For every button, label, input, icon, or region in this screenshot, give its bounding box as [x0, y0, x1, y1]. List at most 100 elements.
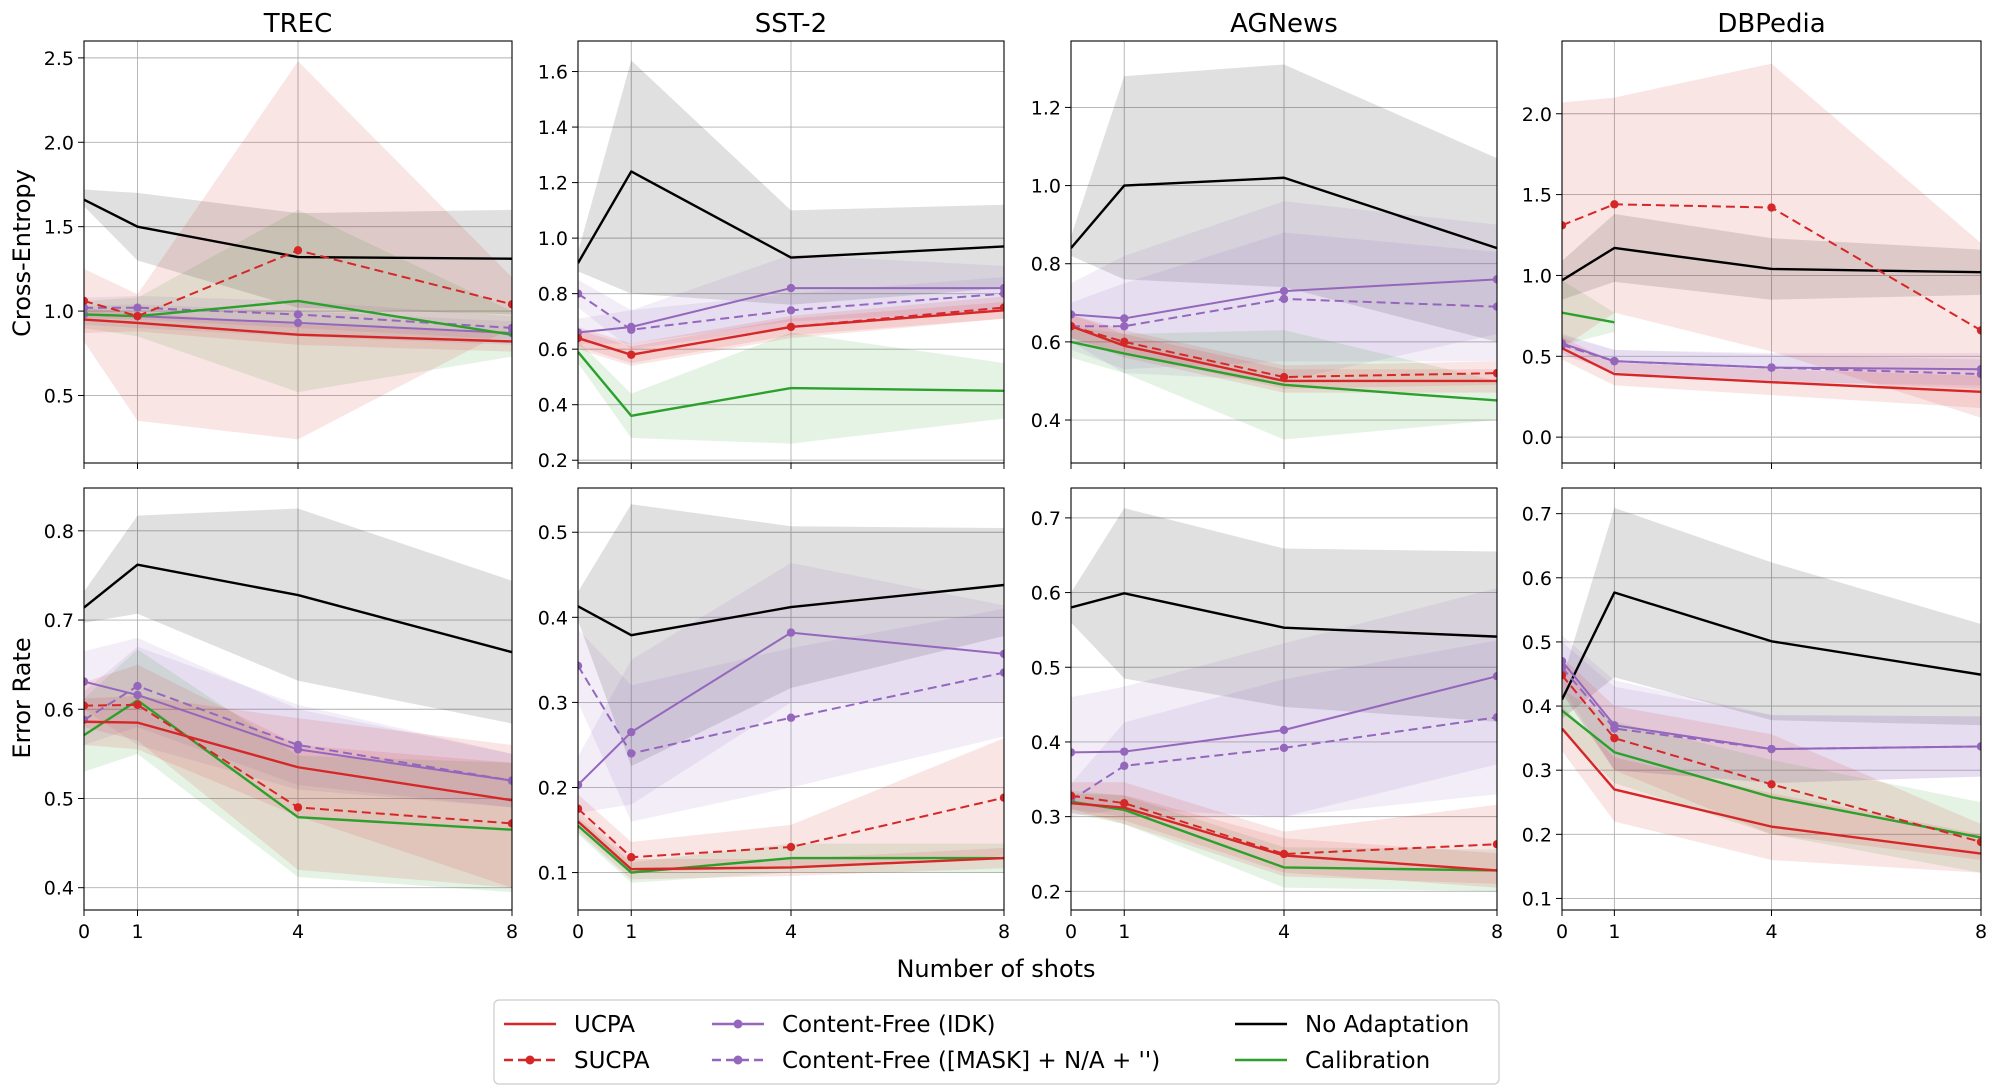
point-sucpa — [84, 296, 89, 306]
point-content-free-mask-n-a — [627, 749, 636, 758]
y-tick-label: 0.6 — [1031, 583, 1061, 605]
band-content-free-idk — [578, 562, 1004, 814]
line-content-free-idk — [84, 680, 512, 782]
point-sucpa — [578, 804, 583, 813]
point-content-free-idk — [1976, 365, 1981, 374]
y-axis-label-cross-entropy: Cross-Entropy — [8, 169, 36, 337]
line-content-free-mask-n-a — [578, 292, 1004, 331]
point-content-free-mask-n-a — [786, 713, 796, 722]
line-calibration — [578, 824, 1004, 874]
point-content-free-mask-n-a — [578, 661, 583, 671]
line-no-adaptation — [1562, 246, 1981, 282]
y-tick-label: 0.0 — [1522, 427, 1552, 449]
line-ucpa — [1071, 325, 1497, 383]
x-tick-label: 8 — [998, 921, 1010, 943]
point-content-free-idk — [507, 776, 512, 785]
x-tick-label: 0 — [572, 921, 584, 943]
y-tick-label: 2.5 — [44, 48, 74, 70]
y-tick-label: 0.8 — [44, 521, 74, 543]
y-tick-label: 0.7 — [44, 610, 74, 632]
plot-area — [1071, 64, 1497, 440]
point-content-free-mask-n-a — [1279, 294, 1289, 304]
legend-item-content-free-mask-n-a: Content-Free ([MASK] + N/A + '') — [712, 1048, 1160, 1074]
y-axis-label-error-rate: Error Rate — [8, 637, 36, 758]
y-tick-label: 0.2 — [538, 450, 568, 472]
point-content-free-mask-n-a — [1120, 322, 1129, 331]
y-tick-label: 0.4 — [1522, 696, 1552, 718]
line-sucpa — [1562, 203, 1981, 332]
point-content-free-idk — [1071, 310, 1076, 319]
y-tick-label: 0.5 — [1031, 657, 1061, 679]
y-tick-label: 0.4 — [538, 395, 568, 417]
y-tick-label: 2.0 — [1522, 104, 1552, 126]
point-sucpa — [1071, 791, 1076, 800]
point-sucpa — [133, 700, 142, 709]
y-tick-label: 0.3 — [538, 692, 568, 714]
point-content-free-idk — [1071, 748, 1076, 757]
band-ucpa — [1562, 336, 1981, 409]
legend-item-calibration: Calibration — [1235, 1048, 1430, 1074]
plot-area — [84, 508, 512, 893]
band-sucpa — [1071, 782, 1497, 884]
x-axis-label: Number of shots — [896, 955, 1095, 983]
point-sucpa — [1562, 671, 1567, 680]
point-content-free-idk — [1610, 721, 1619, 730]
panel-row1-col1-r1: 0.1 0.2 0.3 0.4 0.5 0 1 4 8 — [538, 487, 1010, 943]
y-tick-label: 1.4 — [538, 117, 568, 139]
point-content-free-idk — [1976, 742, 1981, 751]
band-content-free-mask-n-a — [1562, 335, 1981, 389]
x-tick-label: 1 — [131, 921, 143, 943]
legend-item-content-free-idk: Content-Free (IDK) — [712, 1012, 995, 1038]
point-sucpa — [1492, 840, 1497, 849]
y-tick-label: 0.1 — [1522, 888, 1552, 910]
y-tick-label: 0.6 — [1031, 332, 1061, 354]
x-tick-label: 1 — [1118, 921, 1130, 943]
point-sucpa — [133, 311, 142, 321]
band-no-adaptation — [1071, 508, 1497, 722]
point-sucpa — [1976, 837, 1981, 847]
y-tick-label: 1.0 — [44, 301, 74, 323]
y-tick-label: 0.1 — [538, 863, 568, 885]
line-ucpa — [578, 309, 1004, 356]
legend-label: SUCPA — [574, 1048, 650, 1074]
point-sucpa — [627, 853, 636, 862]
y-tick-label: 1.0 — [538, 228, 568, 250]
y-tick-label: 1.6 — [538, 62, 568, 84]
y-tick-label: 0.7 — [1522, 504, 1552, 526]
point-sucpa — [1767, 780, 1776, 789]
point-content-free-mask-n-a — [1279, 743, 1289, 753]
band-sucpa — [84, 664, 512, 888]
y-tick-label: 0.2 — [1031, 881, 1061, 903]
y-tick-label: 1.0 — [1522, 265, 1552, 287]
y-tick-label: 0.3 — [1522, 760, 1552, 782]
point-sucpa — [84, 701, 89, 710]
legend-item-no-adaptation: No Adaptation — [1235, 1012, 1469, 1038]
point-content-free-mask-n-a — [84, 303, 89, 312]
x-tick-label: 0 — [1556, 921, 1568, 943]
legend-swatch-marker — [733, 1055, 743, 1065]
line-no-adaptation — [1071, 592, 1497, 638]
legend-item-ucpa: UCPA — [504, 1012, 635, 1038]
line-sucpa — [1071, 325, 1497, 379]
line-no-adaptation — [1071, 176, 1497, 250]
point-content-free-idk — [1767, 744, 1776, 754]
point-content-free-idk — [1492, 672, 1497, 681]
line-content-free-idk — [1562, 660, 1981, 751]
band-calibration — [1071, 326, 1497, 440]
legend-swatch-marker — [525, 1055, 535, 1065]
point-content-free-idk — [293, 745, 303, 754]
y-tick-label: 0.5 — [1522, 346, 1552, 368]
band-no-adaptation — [84, 508, 512, 724]
panel-title: SST-2 — [755, 9, 827, 39]
point-content-free-idk — [1492, 275, 1497, 284]
plot-area — [1562, 63, 1981, 418]
band-content-free-idk — [1562, 333, 1981, 386]
point-content-free-mask-n-a — [133, 681, 142, 691]
line-content-free-idk — [1071, 675, 1497, 754]
line-calibration — [84, 299, 512, 336]
line-sucpa — [84, 249, 512, 318]
line-no-adaptation — [1562, 591, 1981, 701]
point-content-free-idk — [1279, 286, 1289, 296]
y-tick-label: 0.6 — [538, 339, 568, 361]
